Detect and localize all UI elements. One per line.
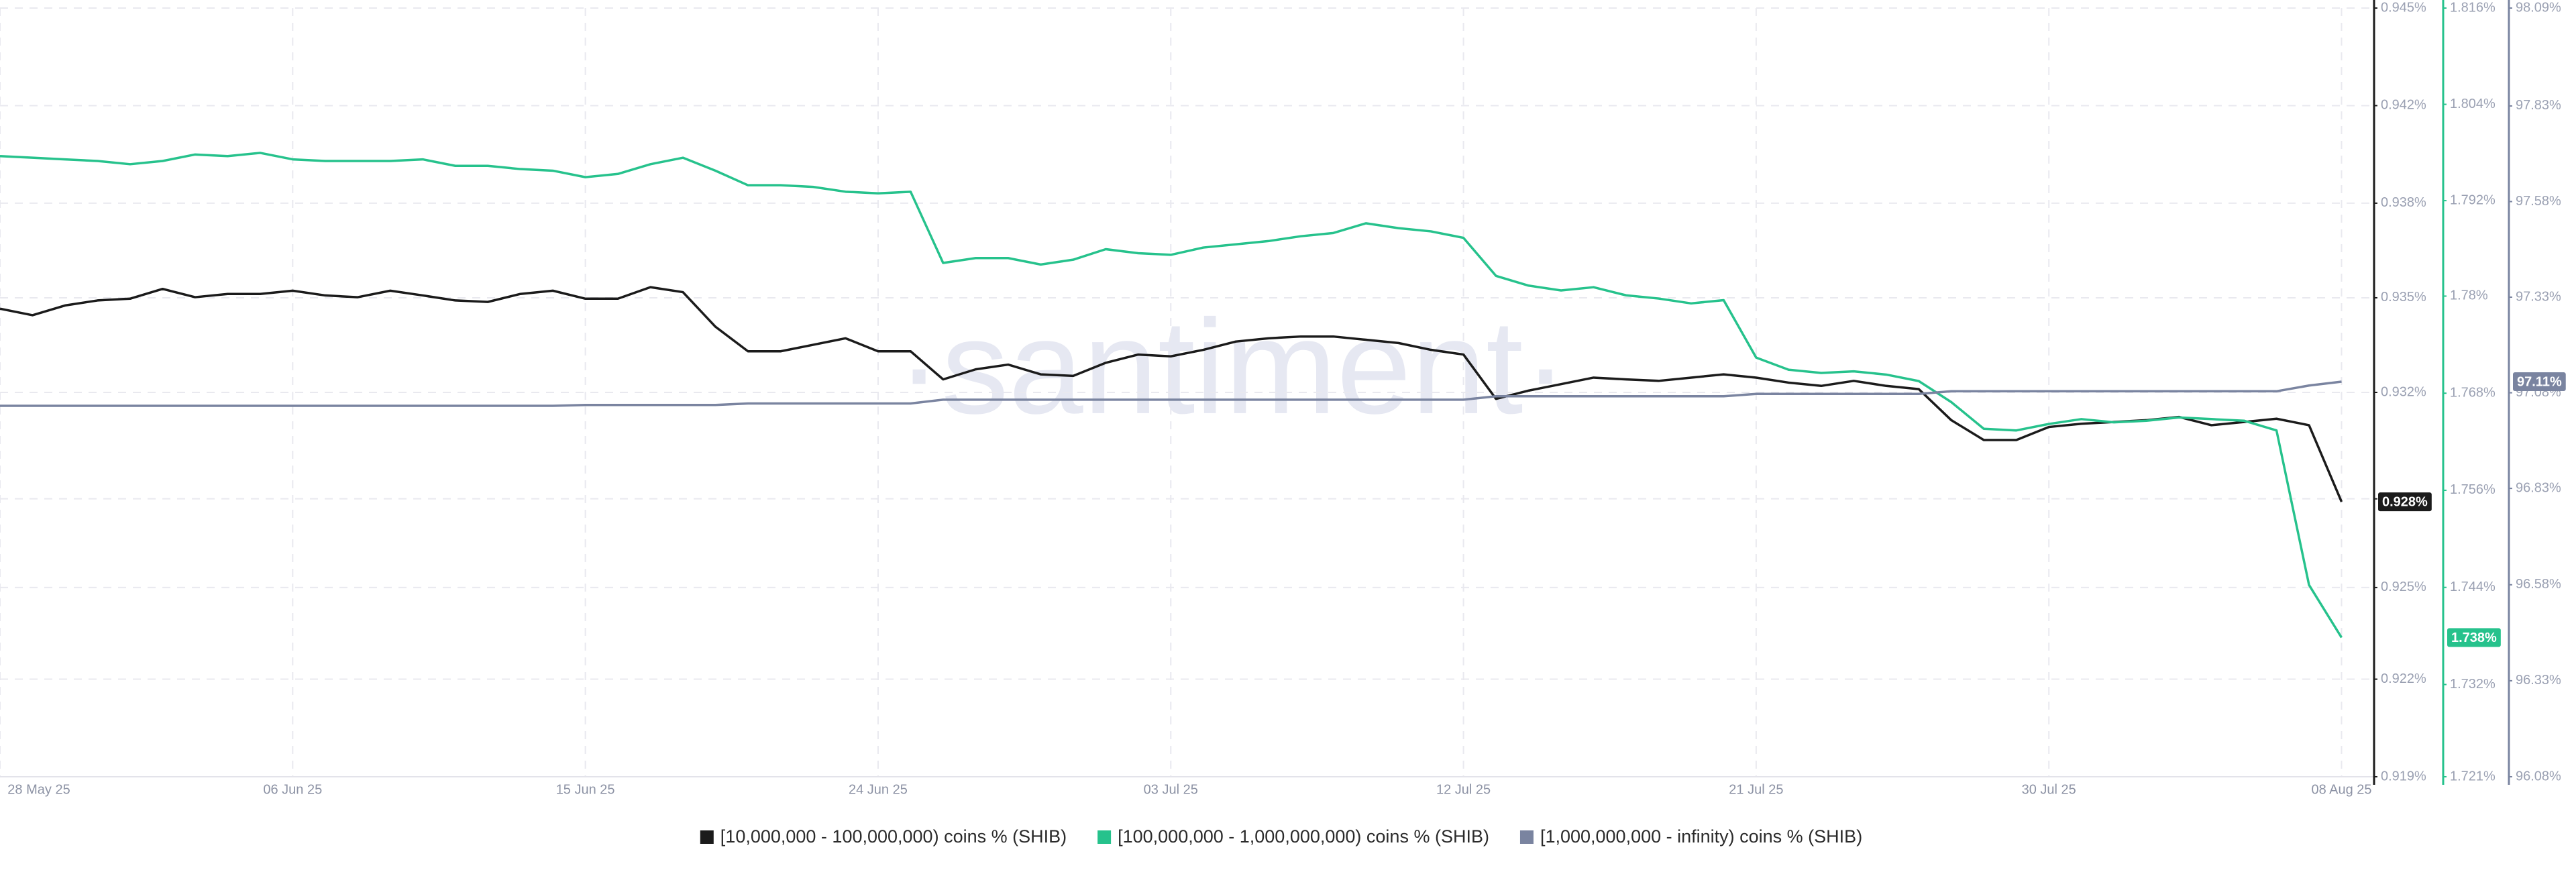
y-tick-label: 1.816% [2450,0,2496,15]
y-tick-label: 1.768% [2450,385,2496,400]
x-tick-label: 21 Jul 25 [1729,782,1783,797]
legend-label: [1,000,000,000 - infinity) coins % (SHIB… [1540,826,1862,847]
x-tick-label: 03 Jul 25 [1144,782,1198,797]
last-value-label: 0.928% [2382,494,2428,509]
watermark: ·santiment· [897,292,1568,442]
y-tick-label: 0.922% [2381,671,2426,686]
y-tick-label: 98.09% [2516,0,2561,15]
x-tick-label: 30 Jul 25 [2022,782,2076,797]
x-tick-label: 15 Jun 25 [556,782,615,797]
series-line [0,152,2343,639]
y-tick-label: 0.935% [2381,290,2426,305]
y-tick-label: 96.08% [2516,769,2561,783]
last-value-box [2447,628,2501,647]
x-tick-label: 12 Jul 25 [1436,782,1491,797]
x-tick-label: 08 Aug 25 [2311,782,2371,797]
y-tick-label: 0.945% [2381,0,2426,15]
y-tick-label: 1.732% [2450,677,2496,692]
y-tick-label: 1.744% [2450,580,2496,594]
legend-label: [100,000,000 - 1,000,000,000) coins % (S… [1118,826,1489,847]
y-tick-label: 1.756% [2450,482,2496,497]
legend-swatch [1097,830,1112,844]
y-tick-label: 96.83% [2516,480,2561,495]
y-tick-label: 0.925% [2381,580,2426,594]
series-line [0,286,2343,502]
y-tick-label: 1.804% [2450,97,2496,111]
y-tick-label: 1.721% [2450,769,2496,783]
series-line [0,380,2342,407]
y-tick-label: 0.919% [2381,769,2426,783]
y-tick-label: 0.932% [2381,384,2426,399]
legend: [10,000,000 - 100,000,000) coins % (SHIB… [700,826,1862,847]
legend-swatch [700,830,714,844]
x-tick-label: 24 Jun 25 [849,782,908,797]
last-value-label: 1.738% [2451,631,2497,645]
last-value-box [2513,372,2566,392]
last-value-box [2378,492,2432,512]
y-tick-label: 1.792% [2450,193,2496,207]
legend-label: [10,000,000 - 100,000,000) coins % (SHIB… [720,826,1067,847]
x-tick-label: 06 Jun 25 [263,782,322,797]
x-tick-label: 28 May 25 [7,782,70,797]
y-tick-label: 97.33% [2516,289,2561,304]
y-tick-label: 0.942% [2381,98,2426,113]
legend-swatch [1519,830,1534,844]
last-value-label: 97.11% [2517,374,2562,389]
y-tick-label: 1.78% [2450,288,2488,303]
y-tick-label: 96.58% [2516,577,2561,592]
y-tick-label: 97.83% [2516,98,2561,113]
y-tick-label: 97.58% [2516,194,2561,209]
y-tick-label: 96.33% [2516,673,2561,688]
y-tick-label: 0.938% [2381,195,2426,210]
